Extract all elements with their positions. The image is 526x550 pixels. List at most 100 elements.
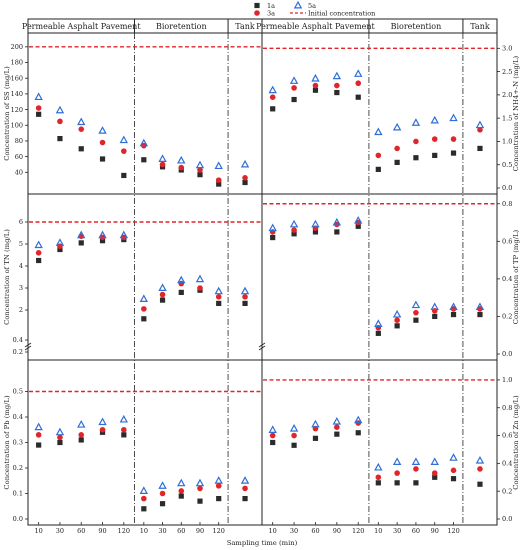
data-point	[374, 127, 383, 136]
data-point	[141, 316, 147, 322]
data-point	[311, 419, 320, 428]
data-point	[141, 306, 147, 312]
y-tick-label: 2.0	[502, 91, 512, 99]
y-tick-label: 140	[11, 90, 23, 98]
legend-label: 1a	[267, 2, 275, 10]
break-mark	[24, 342, 32, 348]
x-tick-label: 10	[374, 527, 382, 535]
data-point	[450, 150, 457, 156]
data-point	[334, 424, 340, 431]
data-point	[354, 415, 363, 424]
data-point	[57, 246, 63, 253]
data-point	[268, 223, 277, 232]
y-tick-label: 1.0	[502, 138, 512, 146]
data-point	[214, 286, 223, 295]
data-point	[77, 230, 86, 239]
y-tick-label: 0.3	[13, 439, 23, 447]
data-point	[98, 230, 107, 239]
data-point	[269, 229, 276, 235]
data-point	[375, 474, 382, 481]
data-point	[430, 457, 439, 465]
data-point	[291, 432, 297, 439]
data-point	[178, 289, 184, 295]
data-point	[413, 480, 419, 486]
y-tick-label: 0.0	[502, 515, 512, 523]
data-point	[36, 442, 42, 448]
section-header: Permeable Asphalt Pavement	[256, 22, 375, 31]
data-point	[121, 426, 127, 433]
data-point	[178, 488, 185, 494]
data-point	[291, 231, 297, 237]
data-point	[119, 414, 129, 423]
y-tick-label: 180	[11, 59, 23, 67]
data-point	[55, 105, 65, 114]
panel-5: 0.0 0.2 0.4 0.6 0.8 1.0 Concentration of Zn (m…	[263, 376, 520, 535]
data-point	[121, 148, 127, 154]
data-point	[215, 483, 222, 489]
x-tick-label: 120	[352, 527, 364, 535]
data-point	[355, 80, 362, 87]
data-point	[411, 118, 421, 126]
y-tick-label: 120	[11, 106, 23, 114]
data-point	[158, 283, 167, 291]
data-point	[121, 432, 127, 438]
y-tick-label: 0.0	[502, 184, 512, 192]
y-tick-label: 0.2	[502, 487, 512, 495]
data-point	[394, 323, 400, 329]
data-point	[477, 311, 483, 318]
data-point	[77, 117, 86, 126]
data-point	[78, 437, 84, 443]
y-tick-label: 1.5	[502, 114, 512, 122]
data-point	[449, 302, 458, 311]
data-point	[78, 432, 85, 438]
data-point	[477, 466, 483, 472]
data-point	[215, 294, 222, 300]
y-axis-label: Concentration of TP (mg/L)	[512, 229, 520, 324]
x-tick-label: 60	[412, 527, 420, 535]
data-point	[432, 152, 438, 159]
legend-label: 3a	[267, 9, 275, 17]
data-point	[242, 496, 248, 502]
data-point	[289, 219, 299, 228]
data-point	[394, 470, 400, 476]
y-tick-label: 0.5	[502, 161, 512, 169]
section-header: Bioretention	[391, 22, 442, 31]
data-point	[197, 172, 203, 178]
break-mark	[258, 342, 266, 348]
data-point	[158, 481, 167, 489]
data-point	[34, 240, 43, 249]
data-point	[431, 308, 438, 314]
data-point	[431, 470, 438, 476]
data-point	[450, 476, 457, 482]
data-point	[159, 161, 166, 168]
x-tick-label: 120	[118, 527, 130, 535]
data-point	[195, 160, 205, 169]
data-point	[99, 156, 106, 162]
data-point	[374, 319, 383, 327]
data-point	[242, 175, 248, 181]
data-point	[291, 85, 297, 91]
data-point	[312, 435, 319, 441]
y-axis-label: Concentration of NH4+-N (mg/L)	[512, 55, 520, 171]
data-point	[475, 302, 485, 311]
data-point	[394, 159, 400, 165]
data-point	[312, 229, 319, 235]
axis-break	[24, 342, 266, 351]
y-tick-label: 5	[19, 240, 23, 248]
data-point	[177, 478, 186, 487]
data-point	[55, 238, 65, 246]
y-tick-label: 40	[15, 169, 23, 177]
data-point	[240, 159, 250, 168]
data-point	[413, 138, 419, 145]
data-point	[413, 309, 419, 316]
section-header: Tank	[235, 22, 255, 31]
data-point	[242, 300, 248, 306]
data-point	[159, 501, 166, 507]
data-point	[394, 480, 400, 486]
y-tick-label: 0.4	[502, 460, 512, 468]
data-point	[270, 439, 276, 446]
data-point	[177, 155, 186, 164]
